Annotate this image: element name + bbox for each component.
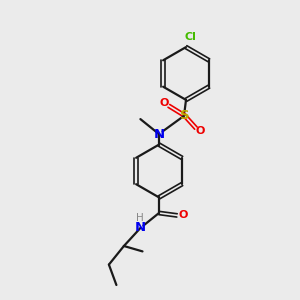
Text: N: N [153,128,165,141]
Text: Cl: Cl [184,32,196,42]
Text: O: O [179,210,188,220]
Text: O: O [160,98,169,108]
Text: N: N [135,221,146,235]
Text: H: H [136,213,144,224]
Text: S: S [180,109,189,122]
Text: O: O [196,126,205,136]
